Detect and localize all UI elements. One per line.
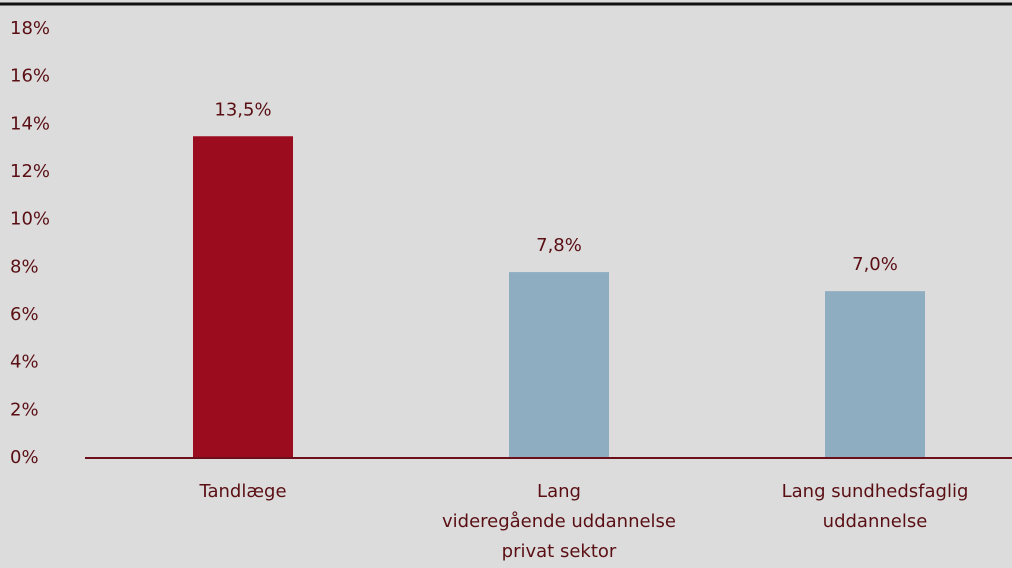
bar	[509, 272, 609, 458]
y-tick-label: 16%	[10, 66, 50, 87]
x-tick-label: Tandlæge	[198, 481, 286, 502]
x-tick-label: uddannelse	[823, 511, 928, 532]
y-tick-label: 18%	[10, 18, 50, 39]
x-tick-label: privat sektor	[502, 541, 617, 562]
y-tick-label: 10%	[10, 209, 50, 230]
value-label: 7,0%	[852, 254, 898, 275]
x-tick-label: Lang	[537, 481, 581, 502]
y-tick-label: 0%	[10, 447, 39, 468]
y-tick-label: 4%	[10, 352, 39, 373]
bar	[825, 291, 925, 458]
y-tick-label: 8%	[10, 256, 39, 277]
y-tick-label: 6%	[10, 304, 39, 325]
x-tick-label: videregående uddannelse	[442, 511, 676, 532]
y-tick-label: 14%	[10, 113, 50, 134]
value-label: 13,5%	[214, 99, 271, 120]
value-label: 7,8%	[536, 235, 582, 256]
bar	[193, 136, 293, 458]
y-tick-label: 2%	[10, 399, 39, 420]
x-tick-label: Lang sundhedsfaglig	[782, 481, 969, 502]
y-tick-label: 12%	[10, 161, 50, 182]
